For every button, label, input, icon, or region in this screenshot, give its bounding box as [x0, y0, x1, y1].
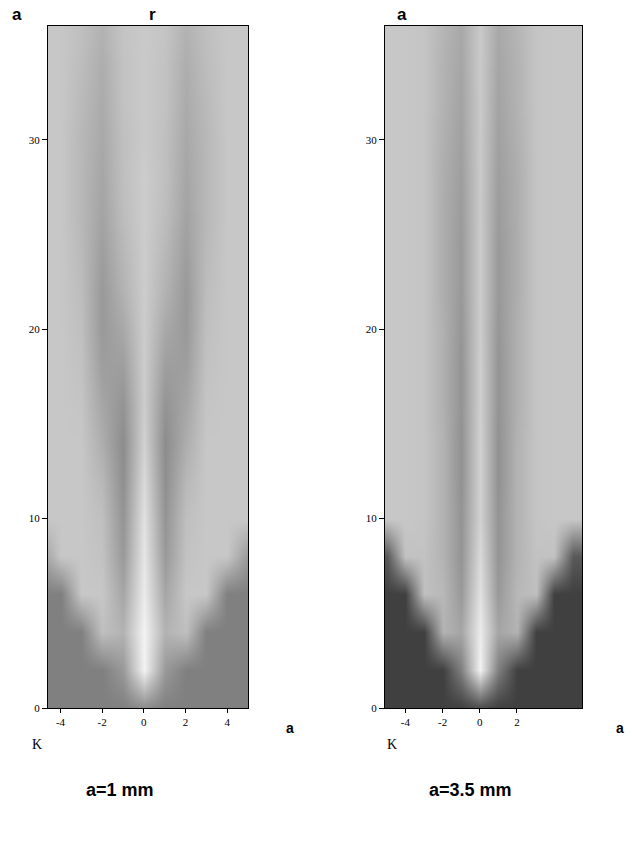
svg-text:0: 0 — [34, 702, 40, 714]
svg-text:-4: -4 — [401, 716, 411, 728]
svg-text:30: 30 — [366, 134, 378, 146]
svg-text:-4: -4 — [56, 716, 66, 728]
svg-text:-2: -2 — [438, 716, 447, 728]
svg-text:10: 10 — [29, 512, 41, 524]
svg-text:20: 20 — [29, 323, 41, 335]
svg-text:10: 10 — [366, 512, 378, 524]
svg-text:0: 0 — [371, 702, 377, 714]
svg-text:a=3.5 mm: a=3.5 mm — [429, 780, 512, 800]
svg-text:-2: -2 — [98, 716, 107, 728]
svg-text:2: 2 — [183, 716, 189, 728]
svg-text:a: a — [616, 720, 624, 736]
svg-text:r: r — [149, 5, 156, 24]
svg-text:a: a — [12, 5, 22, 24]
svg-text:0: 0 — [141, 716, 147, 728]
svg-text:K: K — [32, 737, 42, 752]
svg-text:a: a — [397, 5, 407, 24]
svg-text:a=1 mm: a=1 mm — [86, 780, 154, 800]
svg-text:4: 4 — [224, 716, 230, 728]
svg-text:2: 2 — [514, 716, 520, 728]
svg-text:K: K — [387, 737, 397, 752]
svg-text:30: 30 — [29, 134, 41, 146]
svg-text:20: 20 — [366, 323, 378, 335]
svg-text:a: a — [286, 720, 294, 736]
svg-text:0: 0 — [477, 716, 483, 728]
